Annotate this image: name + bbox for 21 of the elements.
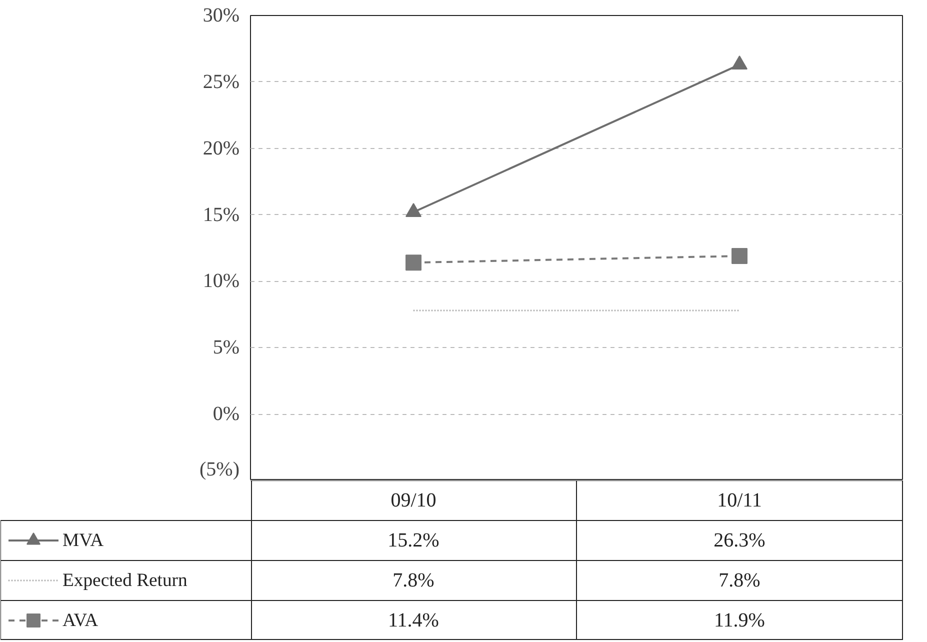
point xyxy=(406,254,422,271)
point xyxy=(732,248,748,264)
legend-label: AVA xyxy=(62,610,99,631)
legend-label: Expected Return xyxy=(62,570,188,591)
data-label: 7.8% xyxy=(392,570,434,592)
data-label: 26.3% xyxy=(714,530,766,552)
y-tick-label: 30% xyxy=(202,4,240,26)
y-tick-label: 25% xyxy=(202,70,240,93)
y-tick-label: 10% xyxy=(202,270,240,292)
x-tick-label: 09/10 xyxy=(390,490,436,512)
data-label: 11.9% xyxy=(714,610,765,632)
y-tick-label: 5% xyxy=(212,336,240,359)
y-tick-label: 20% xyxy=(202,137,240,160)
data-label: 7.8% xyxy=(718,570,760,592)
x-tick-label: 10/11 xyxy=(717,490,762,512)
data-label: 15.2% xyxy=(388,530,440,552)
y-tick-label: 0% xyxy=(212,403,240,426)
y-tick-label: (5%) xyxy=(200,458,240,480)
y-tick-label: 15% xyxy=(202,204,240,226)
data-label: 11.4% xyxy=(388,610,439,632)
legend-label: MVA xyxy=(62,530,104,551)
